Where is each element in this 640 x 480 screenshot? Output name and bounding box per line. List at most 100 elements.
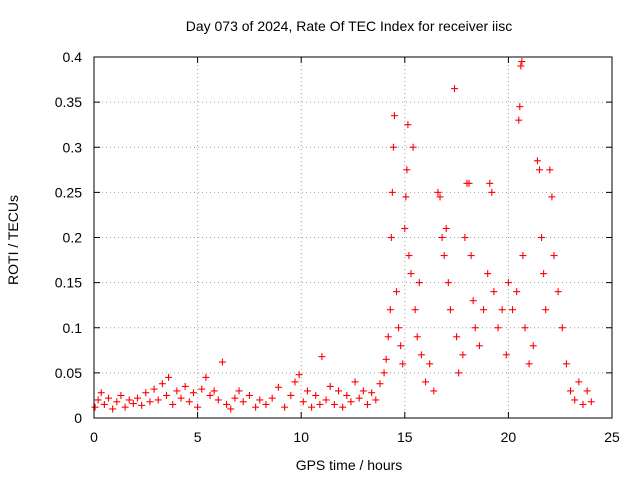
data-point bbox=[169, 400, 177, 408]
data-point bbox=[339, 403, 347, 411]
data-point bbox=[440, 252, 448, 260]
data-point bbox=[185, 398, 193, 406]
data-point bbox=[393, 288, 401, 296]
data-point bbox=[322, 396, 330, 404]
data-point bbox=[399, 360, 407, 368]
data-point bbox=[407, 270, 415, 278]
data-point bbox=[498, 306, 506, 314]
data-point bbox=[401, 224, 409, 232]
data-point bbox=[446, 306, 454, 314]
data-point bbox=[436, 193, 444, 201]
data-point bbox=[262, 400, 270, 408]
grid-lines bbox=[94, 57, 612, 418]
data-point bbox=[231, 394, 239, 402]
data-point bbox=[461, 234, 469, 241]
data-point bbox=[312, 391, 320, 399]
data-point bbox=[326, 382, 334, 390]
data-point bbox=[214, 396, 222, 404]
data-point bbox=[372, 396, 380, 404]
data-point bbox=[173, 387, 181, 395]
data-point bbox=[299, 398, 307, 406]
data-point bbox=[91, 403, 99, 411]
data-point bbox=[587, 398, 595, 406]
y-tick-label: 0.05 bbox=[55, 365, 82, 381]
data-point bbox=[387, 234, 395, 241]
data-point bbox=[274, 383, 282, 391]
data-point bbox=[415, 279, 423, 287]
data-point bbox=[291, 378, 299, 386]
data-point bbox=[121, 403, 129, 411]
data-point bbox=[397, 342, 405, 350]
y-axis-label: ROTI / TECUs bbox=[5, 195, 21, 285]
data-point bbox=[198, 385, 206, 393]
data-point bbox=[402, 193, 410, 201]
data-point bbox=[202, 373, 210, 381]
data-point bbox=[218, 358, 226, 366]
data-point bbox=[434, 188, 442, 196]
data-point bbox=[430, 387, 438, 395]
data-point bbox=[513, 288, 521, 296]
data-point bbox=[533, 157, 541, 165]
data-point bbox=[444, 279, 452, 287]
data-point bbox=[571, 396, 579, 404]
data-point bbox=[268, 394, 276, 402]
y-tick-label: 0.4 bbox=[63, 49, 83, 65]
axis-ticks: 0 5 10 15 20 25 0 0.05 0.1 0.15 0.2 0.25 0.3 0.35 0.4 bbox=[55, 49, 620, 445]
data-point bbox=[404, 121, 412, 129]
data-point bbox=[146, 398, 154, 406]
data-point bbox=[542, 306, 550, 314]
data-point bbox=[540, 270, 548, 278]
data-point bbox=[343, 391, 351, 399]
x-axis-label: GPS time / hours bbox=[296, 457, 403, 473]
data-point bbox=[138, 401, 146, 409]
data-point bbox=[295, 371, 303, 379]
data-point bbox=[194, 403, 202, 411]
data-point bbox=[256, 396, 264, 404]
data-point bbox=[351, 378, 359, 386]
data-point bbox=[550, 252, 558, 260]
data-point bbox=[575, 378, 583, 386]
x-tick-label: 0 bbox=[90, 429, 98, 445]
data-point bbox=[117, 391, 125, 399]
data-point bbox=[469, 297, 477, 305]
y-tick-label: 0.2 bbox=[63, 230, 83, 246]
data-point bbox=[475, 342, 483, 350]
data-point bbox=[165, 373, 173, 381]
data-point bbox=[517, 62, 525, 70]
data-point bbox=[376, 380, 384, 388]
data-point bbox=[567, 387, 575, 395]
data-point bbox=[308, 403, 316, 411]
data-point bbox=[484, 270, 492, 278]
x-tick-label: 15 bbox=[397, 429, 413, 445]
data-point bbox=[515, 116, 523, 124]
data-point bbox=[210, 387, 218, 395]
data-point bbox=[459, 351, 467, 359]
y-tick-label: 0.3 bbox=[63, 139, 83, 155]
data-point bbox=[535, 166, 543, 174]
data-point bbox=[504, 279, 512, 287]
data-point bbox=[245, 391, 253, 399]
data-point bbox=[206, 391, 214, 399]
data-point bbox=[558, 324, 566, 332]
data-point bbox=[154, 396, 162, 404]
data-point bbox=[227, 405, 235, 413]
data-point bbox=[113, 398, 121, 406]
data-point bbox=[583, 387, 591, 395]
data-point bbox=[355, 394, 363, 402]
y-tick-label: 0.25 bbox=[55, 184, 82, 200]
data-point bbox=[150, 385, 158, 393]
data-point bbox=[548, 193, 556, 201]
data-point bbox=[579, 400, 587, 408]
data-point bbox=[281, 403, 289, 411]
data-point bbox=[395, 324, 403, 332]
data-point bbox=[390, 112, 398, 120]
data-point bbox=[235, 387, 243, 395]
data-point bbox=[364, 400, 372, 408]
data-point bbox=[519, 252, 527, 260]
data-point bbox=[134, 394, 142, 402]
data-point bbox=[303, 387, 311, 395]
data-point bbox=[386, 306, 394, 314]
data-point bbox=[347, 398, 355, 406]
data-point bbox=[318, 353, 326, 361]
